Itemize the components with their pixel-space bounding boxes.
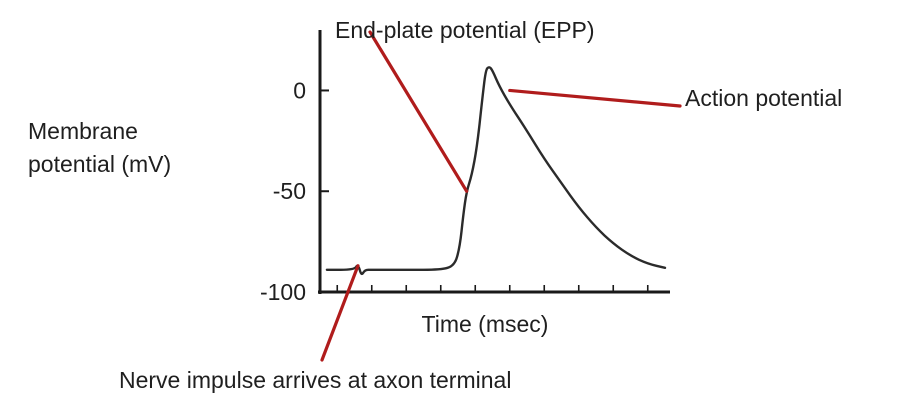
y-tick-labels: 0 -50 -100 bbox=[260, 77, 306, 305]
membrane-potential-curve bbox=[325, 66, 667, 276]
annotation-pointer-line bbox=[368, 30, 469, 193]
y-tick-label: 0 bbox=[293, 77, 306, 103]
y-tick-label: -100 bbox=[260, 279, 306, 305]
chart-axes bbox=[318, 30, 670, 294]
y-tick-label: -50 bbox=[273, 178, 306, 204]
y-tick-marks bbox=[320, 89, 329, 293]
y-axis-label-line-1: Membrane bbox=[28, 118, 138, 144]
x-axis-label: Time (msec) bbox=[422, 311, 549, 337]
x-tick-marks bbox=[336, 285, 649, 292]
annotation-pointer-line bbox=[508, 88, 682, 108]
annotation-pointer-line bbox=[320, 264, 360, 362]
annotation-pointers bbox=[320, 30, 682, 362]
annotation-nerve-impulse-label: Nerve impulse arrives at axon terminal bbox=[119, 367, 511, 393]
annotation-epp-label: End-plate potential (EPP) bbox=[335, 17, 595, 43]
annotation-action-potential-label: Action potential bbox=[685, 85, 842, 111]
y-axis-label-line-2: potential (mV) bbox=[28, 151, 171, 177]
